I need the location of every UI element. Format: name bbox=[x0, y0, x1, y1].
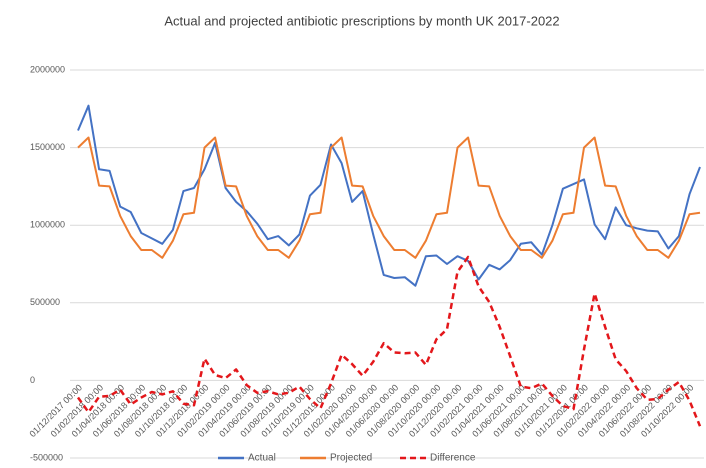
y-tick-label: 1000000 bbox=[30, 220, 65, 230]
legend-item: Projected bbox=[300, 453, 372, 464]
line-series bbox=[77, 104, 701, 287]
legend-label: Difference bbox=[430, 453, 476, 464]
legend-label: Projected bbox=[330, 453, 372, 464]
y-tick-label: 1500000 bbox=[30, 142, 65, 152]
y-tick-label: 0 bbox=[30, 375, 35, 385]
y-tick-label: -500000 bbox=[30, 452, 63, 462]
legend-label: Actual bbox=[248, 453, 276, 464]
chart-title: Actual and projected antibiotic prescrip… bbox=[164, 13, 559, 28]
y-tick-label: 2000000 bbox=[30, 64, 65, 74]
legend-item: Actual bbox=[218, 453, 276, 464]
y-tick-label: 500000 bbox=[30, 297, 60, 307]
line-series bbox=[76, 255, 702, 427]
legend-item: Difference bbox=[400, 453, 476, 464]
line-series bbox=[77, 136, 701, 259]
